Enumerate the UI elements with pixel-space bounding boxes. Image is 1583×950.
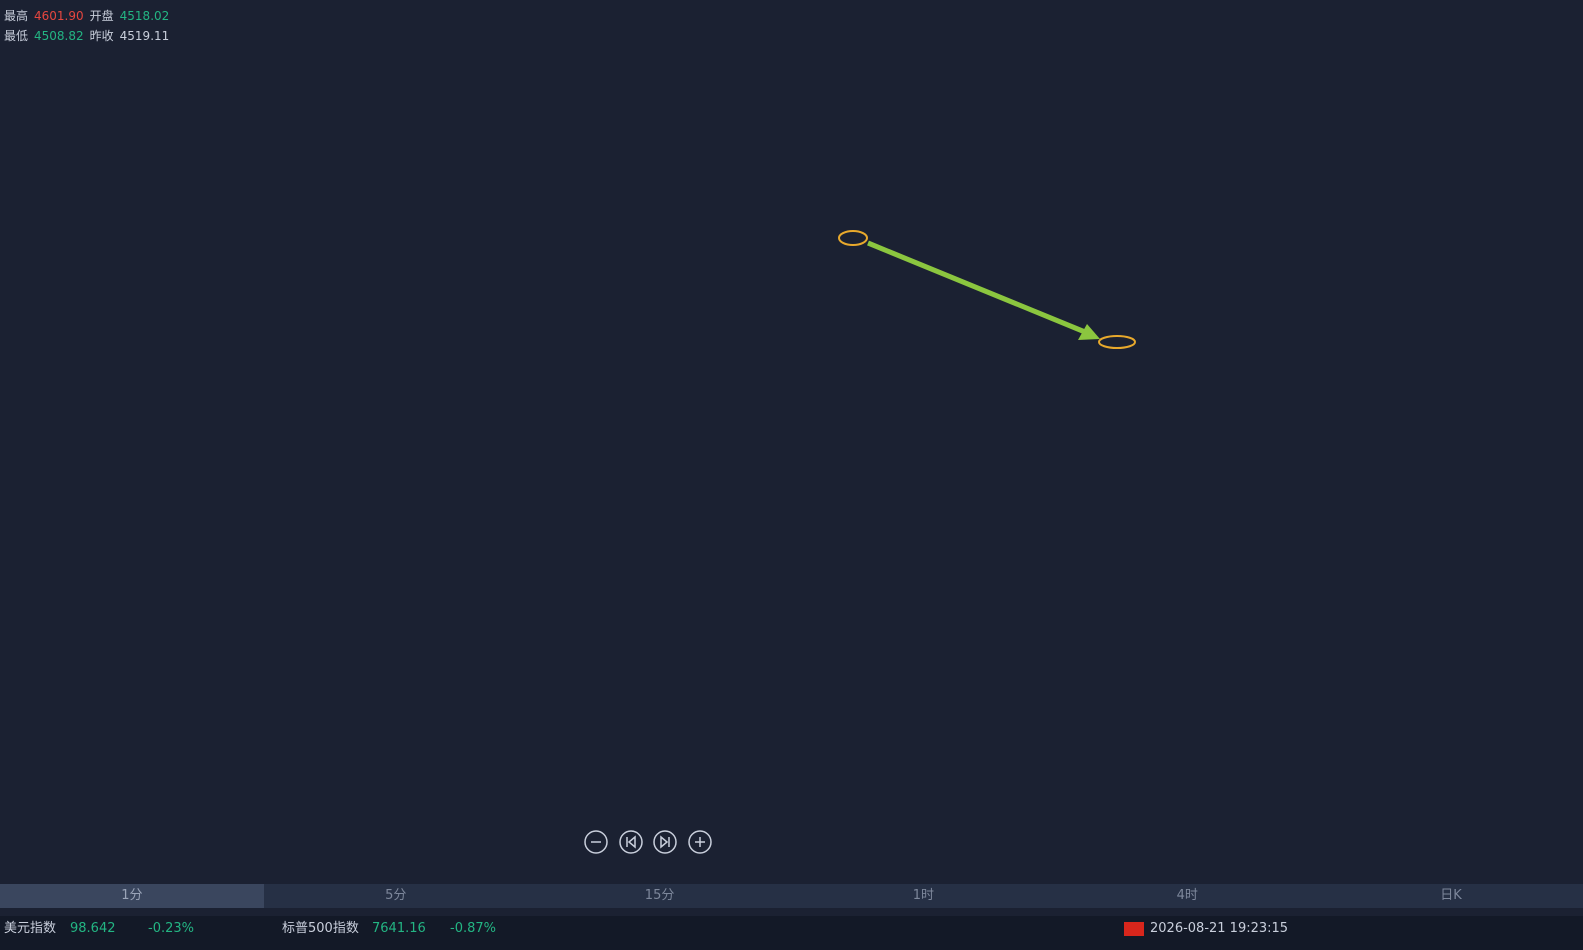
label: 开盘 (89, 9, 114, 23)
value: 4519.11 (119, 29, 170, 43)
zoom-controls (584, 830, 712, 854)
ticker-change: -0.23% (148, 921, 194, 936)
scroll-end[interactable] (653, 830, 677, 854)
value: 4508.82 (34, 29, 84, 43)
ticker-price: 7641.16 (372, 921, 426, 936)
plot-bg (0, 0, 1583, 884)
period-tab[interactable]: 1时 (912, 888, 935, 903)
period-tabs: 1分 5分 15分 1时 4时 日K (0, 884, 1583, 908)
value: 4601.90 (34, 9, 84, 23)
annotation-ellipse (838, 230, 868, 246)
ticker-price: 98.642 (70, 921, 116, 936)
period-tab[interactable]: 1分 (0, 884, 264, 908)
annotation-arrow (867, 240, 1086, 335)
ticker-name: 标普500指数 (282, 921, 359, 936)
zoom-out[interactable] (584, 830, 608, 854)
value: 4518.02 (119, 9, 170, 23)
quote-panel: 最高 4601.90 开盘 4518.02 最低 4508.82 昨收 4519.11 (4, 6, 175, 46)
period-tab[interactable]: 15分 (644, 888, 675, 903)
ticker-name: 美元指数 (4, 921, 57, 936)
label: 最低 (4, 29, 29, 43)
scroll-start[interactable] (619, 830, 643, 854)
flag (1124, 922, 1144, 936)
chart (0, 0, 1583, 884)
label: 最高 (4, 9, 29, 23)
ticker-bar: 美元指数 98.642 -0.23% 标普500指数 7641.16 -0.87… (0, 916, 1583, 950)
period-tab[interactable]: 5分 (385, 888, 407, 903)
ticker-change: -0.87% (450, 921, 496, 936)
annotation-arrowhead (1078, 324, 1100, 340)
zoom-in[interactable] (688, 830, 712, 854)
period-tab[interactable]: 日K (1440, 888, 1462, 903)
datetime: 2026-08-21 19:23:15 (1150, 921, 1289, 936)
period-tab[interactable]: 4时 (1176, 888, 1198, 903)
annotation-ellipse (1098, 335, 1136, 349)
label: 昨收 (89, 29, 114, 43)
